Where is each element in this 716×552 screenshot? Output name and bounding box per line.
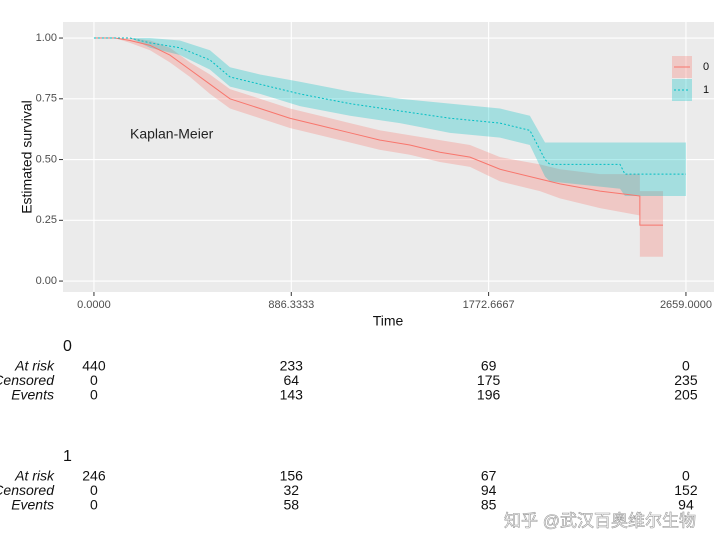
risk-value: 440 <box>82 358 106 374</box>
risk-value: 246 <box>82 468 106 484</box>
confidence-band <box>93 38 664 257</box>
panel <box>63 22 714 292</box>
confidence-band <box>93 38 686 197</box>
risk-group-title: 1 <box>63 448 72 465</box>
legend-label: 0 <box>703 61 709 73</box>
risk-value: 0 <box>90 497 98 513</box>
risk-group-title: 0 <box>63 338 72 355</box>
risk-value: 175 <box>477 372 501 388</box>
risk-value: 69 <box>481 358 497 374</box>
risk-row-label: At risk <box>14 468 55 484</box>
risk-value: 0 <box>90 387 98 403</box>
risk-row-label: Censored <box>0 372 55 388</box>
risk-value: 196 <box>477 387 501 403</box>
annotation: Kaplan-Meier <box>130 126 214 142</box>
risk-value: 67 <box>481 468 497 484</box>
x-tick-label: 2659.0000 <box>660 299 712 311</box>
legend-label: 1 <box>703 84 709 96</box>
x-axis-title: Time <box>373 313 404 329</box>
risk-value: 235 <box>674 372 698 388</box>
risk-value: 0 <box>90 482 98 498</box>
risk-value: 0 <box>682 468 690 484</box>
risk-value: 64 <box>283 372 299 388</box>
y-tick-label: 0.75 <box>36 93 57 105</box>
x-tick-label: 1772.6667 <box>463 299 515 311</box>
survival-curve <box>93 37 686 175</box>
watermark: 知乎 @武汉百奥维尔生物 <box>504 511 696 530</box>
risk-value: 58 <box>283 497 299 513</box>
y-axis-title: Estimated survival <box>19 100 35 214</box>
risk-value: 143 <box>280 387 304 403</box>
risk-value: 32 <box>283 482 299 498</box>
risk-value: 94 <box>481 482 497 498</box>
x-tick-label: 0.0000 <box>77 299 111 311</box>
risk-value: 0 <box>682 358 690 374</box>
risk-row-label: Events <box>11 497 54 513</box>
y-tick-label: 0.50 <box>36 153 57 165</box>
risk-value: 205 <box>674 387 698 403</box>
risk-value: 94 <box>678 497 694 513</box>
risk-row-label: Censored <box>0 482 55 498</box>
risk-row-label: Events <box>11 387 54 403</box>
y-tick-label: 0.25 <box>36 214 57 226</box>
survival-curve <box>93 37 664 226</box>
y-tick-label: 1.00 <box>36 32 57 44</box>
risk-row-label: At risk <box>14 358 55 374</box>
risk-value: 156 <box>280 468 304 484</box>
x-tick-label: 886.3333 <box>268 299 314 311</box>
risk-value: 0 <box>90 372 98 388</box>
risk-value: 152 <box>674 482 698 498</box>
risk-value: 85 <box>481 497 497 513</box>
y-tick-label: 0.00 <box>36 275 57 287</box>
risk-value: 233 <box>280 358 304 374</box>
